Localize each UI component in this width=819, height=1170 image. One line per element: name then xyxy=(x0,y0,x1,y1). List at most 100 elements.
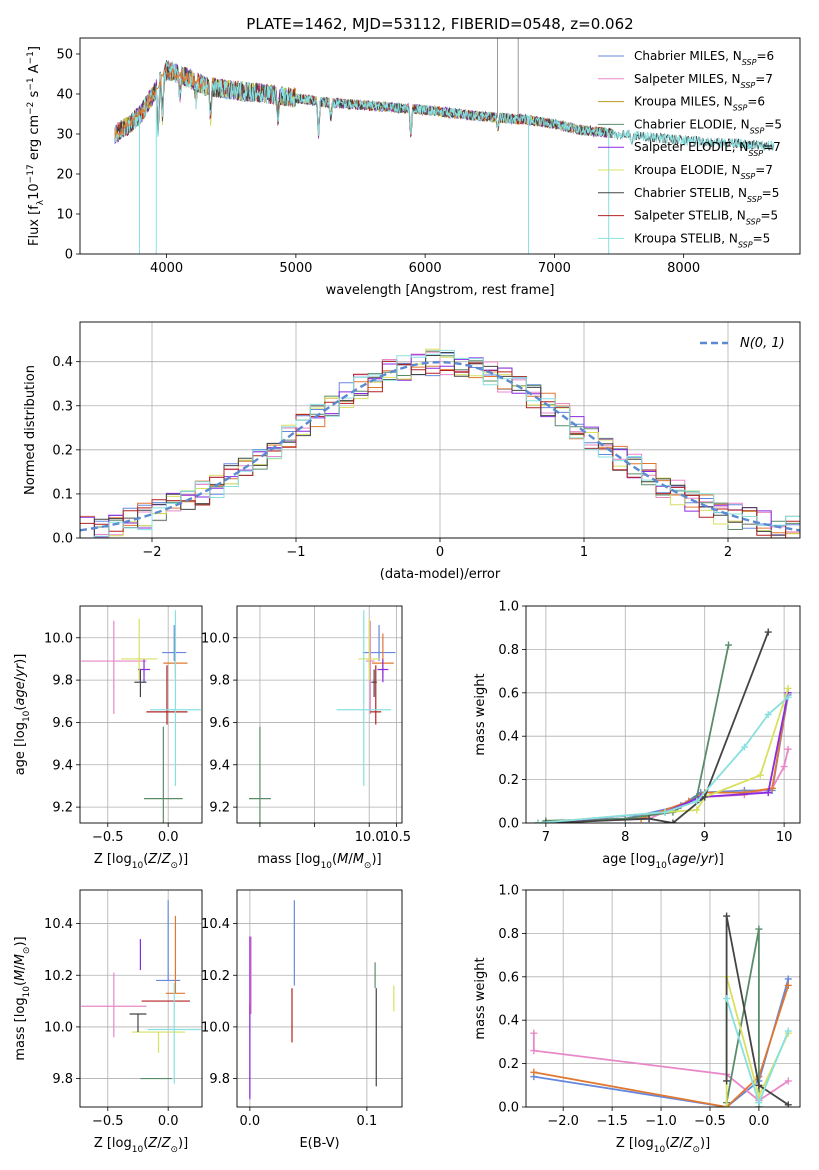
data-point xyxy=(723,1103,731,1107)
label-part: / xyxy=(679,1136,684,1151)
plot-area xyxy=(81,610,201,823)
y-tick-label: 0.4 xyxy=(52,355,73,370)
figure-title: PLATE=1462, MJD=53112, FIBERID=0548, z=0… xyxy=(246,15,633,33)
label-part: 10 xyxy=(654,1145,666,1155)
legend-suffix: =5 xyxy=(760,209,778,223)
legend-name: Chabrier MILES, N xyxy=(634,49,742,63)
grid xyxy=(237,606,402,823)
legend-entry: N(0, 1) xyxy=(740,336,785,351)
axes-frame xyxy=(79,321,801,539)
data-point xyxy=(784,684,792,692)
label-part: Z [log xyxy=(94,852,132,867)
data-point xyxy=(780,763,788,771)
label-part: )] xyxy=(700,1136,710,1151)
label-part: ] xyxy=(27,46,42,51)
plot-area xyxy=(534,628,792,823)
label-part: M xyxy=(353,852,364,867)
x-tick-label: 8 xyxy=(621,830,629,845)
data-point xyxy=(755,1099,763,1107)
x-tick-label: −1 xyxy=(286,545,305,560)
y-tick-label: 9.8 xyxy=(209,1072,230,1087)
data-point xyxy=(534,819,542,823)
data-point xyxy=(756,771,764,779)
label-part: 10 xyxy=(132,861,144,871)
y-tick-label: 50 xyxy=(56,48,73,63)
x-tick-label: 4000 xyxy=(150,261,183,276)
spectrum-panel: 4000 5000 6000 7000 8000 0 10 20 30 40 50 wavelengt… xyxy=(26,37,801,298)
x-tick-label: 10 xyxy=(776,830,793,845)
y-tick-label: 40 xyxy=(56,88,73,103)
y-tick-label: 9.2 xyxy=(52,801,73,816)
y-tick-label: 9.8 xyxy=(52,674,73,689)
label-part: Z xyxy=(161,852,172,867)
label-part: ( xyxy=(665,1136,670,1151)
ebv-mass-panel: 0.0 0.1 9.8 10.0 10.2 10.4 E(B-V) xyxy=(201,889,403,1151)
y-tick-label: 0.2 xyxy=(52,443,73,458)
label-part: mass [log xyxy=(13,997,28,1060)
x-axis-label: Z [log10(Z/Z⊙)] xyxy=(616,1136,710,1155)
x-axis-label: Z [log10(Z/Z⊙)] xyxy=(94,852,188,871)
series-line xyxy=(537,692,789,823)
y-axis-label: mass [log10(M/M⊙)] xyxy=(13,936,32,1060)
axes-frame xyxy=(79,605,203,824)
axes-frame xyxy=(525,605,801,824)
label-part: yr xyxy=(700,852,716,867)
label-part: erg cm xyxy=(27,115,42,164)
series-line xyxy=(545,692,789,823)
data-point xyxy=(701,793,709,801)
grid xyxy=(80,606,202,823)
plot-area xyxy=(81,900,201,1084)
x-tick-label: 10.5 xyxy=(382,830,411,845)
y-tick-label: 0.6 xyxy=(498,686,519,701)
y-axis-label: Flux [fλ10−17 erg cm−2 s−1 A−1] xyxy=(26,46,46,246)
legend-entry: Salpeter MILES, NSSP=7 xyxy=(634,72,773,90)
label-part: ( xyxy=(13,981,28,986)
data-point xyxy=(530,1029,538,1037)
x-tick-label: −2.0 xyxy=(547,1114,579,1129)
label-part: )] xyxy=(371,852,381,867)
data-point xyxy=(723,912,731,920)
legend-entry: Kroupa ELODIE, NSSP=7 xyxy=(634,163,773,181)
x-tick-label: 0.0 xyxy=(749,1114,770,1129)
label-part: mass [log xyxy=(257,852,320,867)
plot-area xyxy=(530,912,792,1107)
y-axis-label: mass weight xyxy=(473,957,488,1039)
y-tick-label: 0.0 xyxy=(498,817,519,832)
data-point xyxy=(784,975,792,983)
data-point xyxy=(661,808,669,816)
x-axis-label: E(B-V) xyxy=(299,1136,339,1151)
label-part: Z [log xyxy=(94,1136,132,1151)
label-part: ( xyxy=(667,852,672,867)
data-point xyxy=(784,981,792,989)
label-part: / xyxy=(157,852,162,867)
y-tick-label: 0.6 xyxy=(498,970,519,985)
data-point xyxy=(784,745,792,753)
y-tick-label: 10.2 xyxy=(44,969,73,984)
y-tick-label: 9.4 xyxy=(209,758,230,773)
legend-entry: Salpeter STELIB, NSSP=5 xyxy=(634,209,778,227)
y-tick-label: 10.2 xyxy=(201,969,230,984)
label-part: −17 xyxy=(26,164,36,183)
y-tick-label: 0.3 xyxy=(52,399,73,414)
y-tick-label: 10.0 xyxy=(44,1020,73,1035)
label-part: age [log xyxy=(602,852,655,867)
legend-name: Kroupa ELODIE, N xyxy=(634,163,741,177)
legend-entry: Kroupa STELIB, NSSP=5 xyxy=(634,231,770,249)
legend-sub: SSP xyxy=(742,58,757,67)
x-tick-label: 0.0 xyxy=(240,1114,261,1129)
label-part: 10 xyxy=(22,710,32,722)
legend-sub: SSP xyxy=(748,149,763,158)
series-line xyxy=(537,696,789,823)
legend-sub: SSP xyxy=(738,240,753,249)
label-part: / xyxy=(348,852,353,867)
legend-sub: SSP xyxy=(747,194,762,203)
legend-sub: SSP xyxy=(750,126,765,135)
label-part: / xyxy=(696,852,701,867)
label-part: / xyxy=(13,965,28,970)
x-tick-label: −1.0 xyxy=(645,1114,677,1129)
label-part: ( xyxy=(332,852,337,867)
label-part: ⊙ xyxy=(170,1145,178,1155)
label-part: M xyxy=(13,954,28,965)
data-point xyxy=(669,819,677,823)
axes-frame xyxy=(525,889,801,1108)
